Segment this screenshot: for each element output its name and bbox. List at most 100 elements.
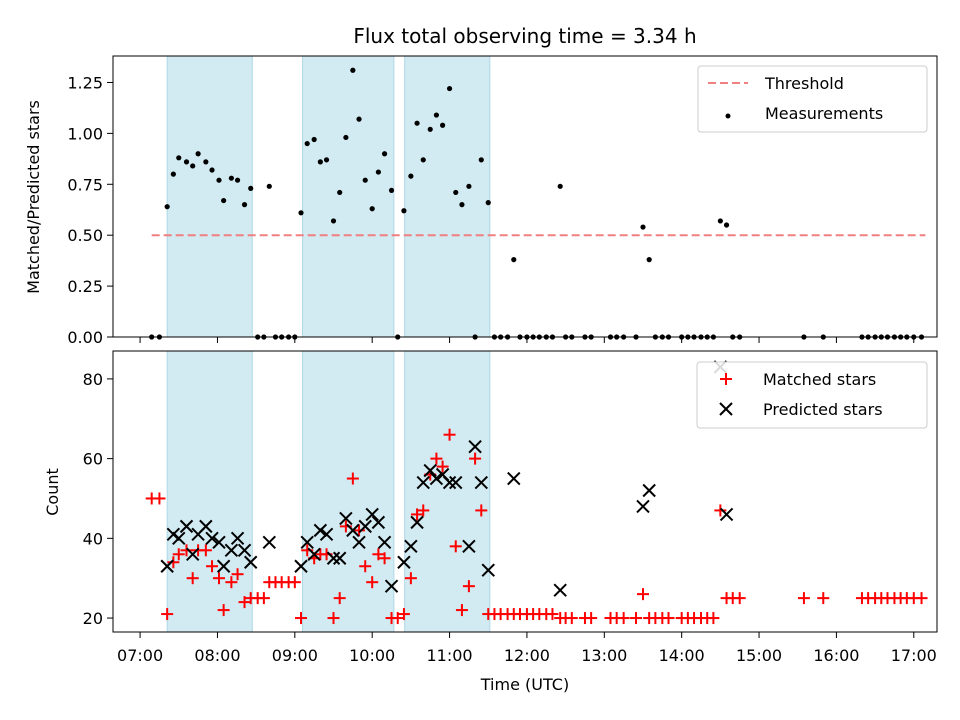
predicted-star-point (307, 547, 321, 561)
predicted-star-point (377, 535, 392, 550)
measurement-point (330, 218, 337, 224)
x-tick-label: 16:00 (813, 646, 859, 665)
matched-star-point (546, 608, 559, 621)
measurement-point (446, 85, 453, 92)
matched-star-point (257, 592, 270, 605)
predicted-star-point (179, 519, 194, 534)
predicted-star-point (346, 523, 360, 538)
measurement-point (170, 171, 176, 177)
measurement-point (190, 163, 196, 169)
top-legend: Threshold Measurements (697, 65, 928, 133)
matched-star-point (707, 612, 720, 625)
predicted-star-point (339, 511, 353, 526)
measurement-point (466, 183, 472, 189)
measurement-point (183, 159, 190, 165)
predicted-star-point (294, 559, 308, 573)
bottom-axes-frame (112, 350, 938, 633)
measurement-point (350, 67, 356, 73)
shaded-interval-2 (302, 55, 395, 338)
matched-star-point (327, 612, 340, 625)
predicted-star-point (423, 463, 437, 478)
shaded-interval-2 (302, 350, 395, 633)
y-tick-label: 80 (83, 370, 103, 389)
measurement-point (337, 189, 343, 196)
matched-star-point (212, 572, 225, 585)
predicted-star-point (230, 531, 245, 546)
measurement-point (433, 112, 440, 118)
measurement-point (298, 210, 304, 216)
measurement-point (557, 183, 563, 189)
top-y-axis-label: Matched/Predicted stars (24, 100, 43, 294)
y-tick-label: 1.25 (67, 73, 103, 92)
measurement-point (369, 206, 375, 212)
matched-star-point (636, 588, 649, 601)
matched-star-point (817, 592, 830, 605)
x-tick-label: 14:00 (659, 646, 705, 665)
legend-measurements-label: Measurements (765, 104, 883, 123)
measurement-point (388, 187, 395, 193)
y-tick-label: 0.00 (67, 328, 103, 347)
predicted-star-point (224, 543, 239, 557)
predicted-star-point (371, 515, 386, 530)
matched-star-point (199, 544, 212, 557)
matched-star-point (366, 576, 379, 589)
predicted-star-point (442, 475, 457, 490)
matched-star-point (333, 592, 346, 605)
predicted-star-point (185, 547, 200, 561)
matched-star-point (295, 612, 308, 625)
bottom-legend: Matched stars Predicted stars (696, 361, 928, 429)
predicted-star-point (237, 543, 252, 557)
shaded-interval-1 (166, 350, 253, 633)
measurement-point (317, 159, 323, 165)
measurement-point (401, 208, 407, 214)
y-tick-label: 20 (83, 609, 103, 628)
predicted-star-point (553, 583, 567, 597)
matched-star-point (733, 592, 746, 605)
top-axes-frame (112, 55, 938, 338)
predicted-star-point (199, 519, 213, 534)
measurement-point (453, 189, 459, 196)
predicted-star-point (636, 499, 650, 514)
measurement-point (414, 120, 420, 126)
matched-star-point (206, 560, 219, 573)
x-tick-label: 15:00 (736, 646, 782, 665)
predicted-star-point (326, 551, 341, 565)
matched-star-point (167, 556, 180, 569)
matched-star-point (238, 596, 251, 609)
y-tick-label: 0.50 (67, 226, 103, 245)
measurement-point (266, 183, 272, 189)
predicted-star-point (719, 507, 734, 522)
measurement-point (304, 140, 310, 147)
x-tick-label: 17:00 (891, 646, 937, 665)
x-tick-label: 12:00 (504, 646, 550, 665)
matched-star-point (565, 612, 578, 625)
measurement-point (234, 177, 241, 183)
predicted-star-point (352, 535, 366, 550)
matched-star-point (372, 548, 385, 561)
measurement-point (228, 175, 234, 181)
predicted-star-point (474, 475, 488, 490)
matched-star-point (662, 612, 675, 625)
measurement-point (343, 134, 349, 141)
measurement-points (149, 67, 925, 340)
top-legend-box (697, 65, 928, 133)
predicted-star-point (332, 551, 347, 565)
matched-star-point (378, 552, 391, 565)
legend-matched-swatch (720, 373, 732, 385)
measurement-point (646, 257, 652, 263)
matched-star-point (186, 572, 199, 585)
top-x-ticks (139, 337, 915, 343)
x-tick-label: 09:00 (272, 646, 318, 665)
x-tick-label: 07:00 (117, 646, 163, 665)
measurement-point (362, 177, 368, 183)
matched-star-point (161, 608, 174, 621)
measurement-point (248, 185, 254, 191)
matched-star-point (469, 452, 482, 465)
predicted-star-point (313, 523, 328, 538)
predicted-star-point (319, 527, 334, 542)
measurement-point (717, 218, 723, 224)
measurement-point (478, 157, 484, 163)
measurement-point (311, 136, 317, 143)
measurement-point (241, 202, 248, 208)
